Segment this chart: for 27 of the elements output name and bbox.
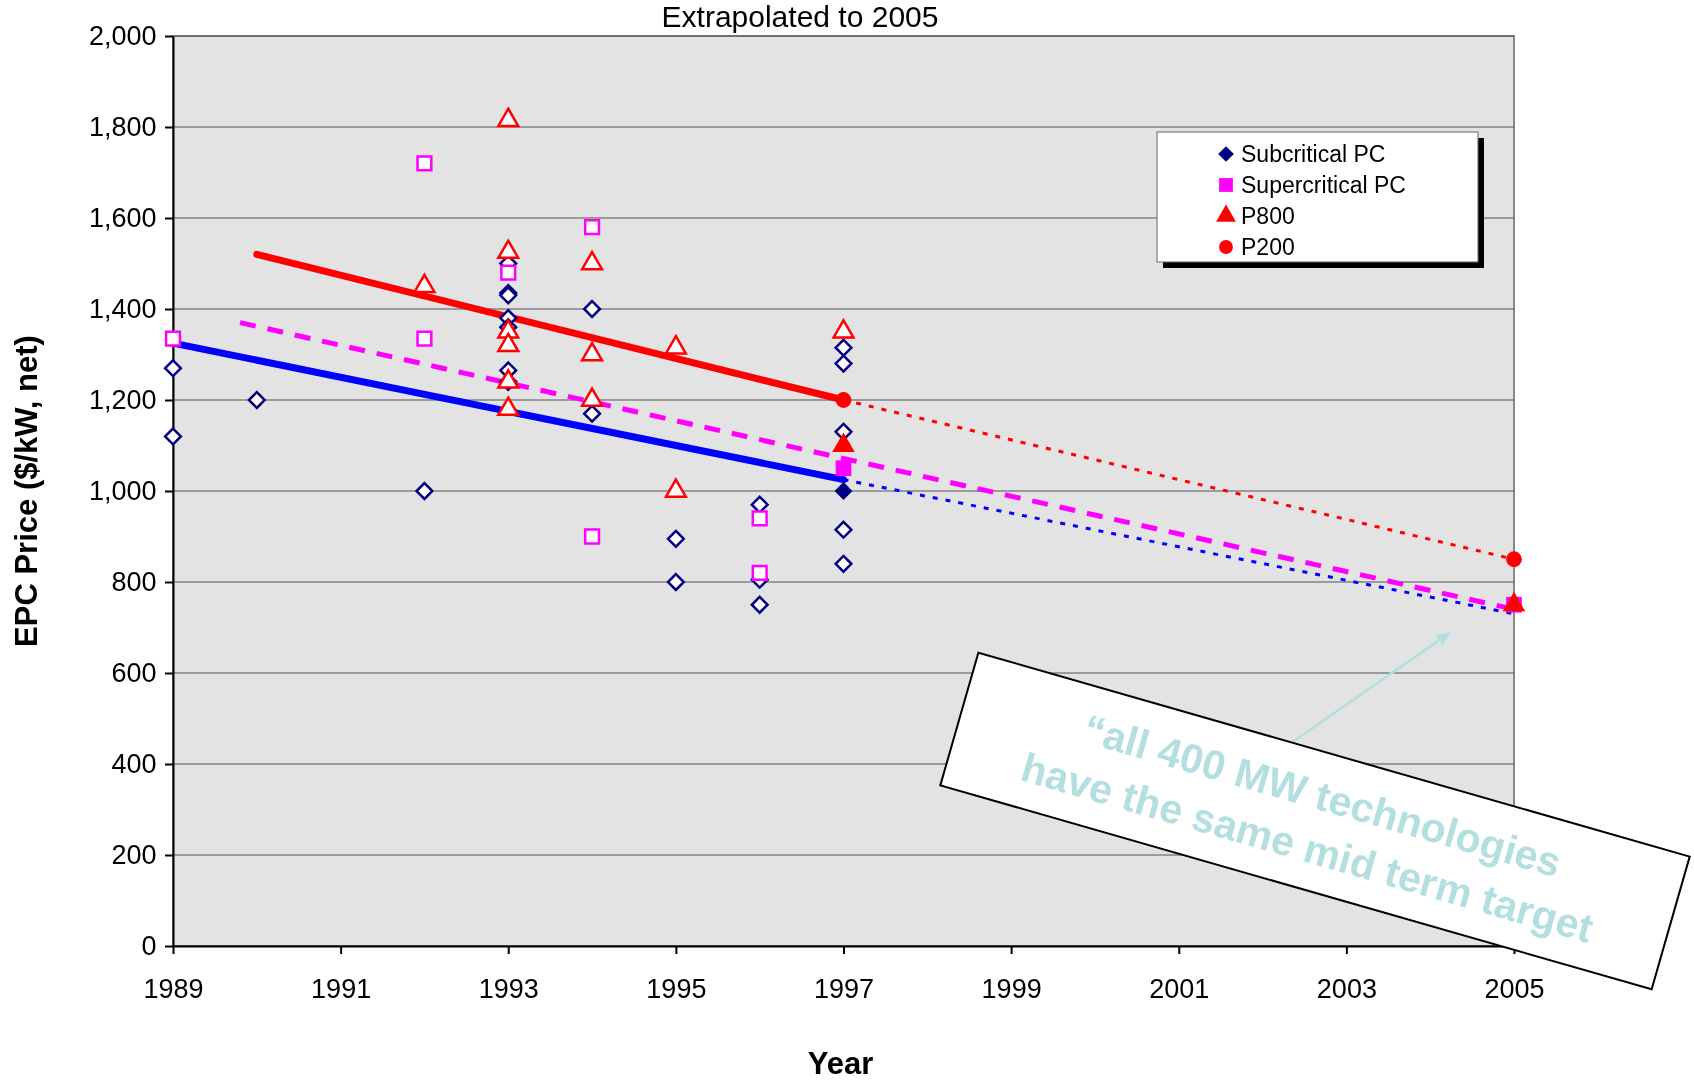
x-tick-label: 1995 xyxy=(646,973,707,1004)
x-tick-label: 1993 xyxy=(478,973,539,1004)
x-tick-label: 1997 xyxy=(813,973,875,1004)
x-tick-label: 1991 xyxy=(311,973,372,1004)
legend-label: P800 xyxy=(1241,203,1295,229)
x-tick-label: 2005 xyxy=(1484,973,1545,1004)
y-tick-label: 0 xyxy=(141,931,157,962)
y-tick-label: 800 xyxy=(111,567,157,598)
legend-label: Supercritical PC xyxy=(1241,172,1406,198)
y-tick-label: 1,400 xyxy=(89,294,157,325)
y-tick-label: 400 xyxy=(111,749,157,780)
y-axis-title: EPC Price ($/kW, net) xyxy=(9,335,44,647)
y-tick-label: 1,000 xyxy=(89,476,157,507)
y-tick-label: 1,200 xyxy=(89,385,157,416)
legend-label: Subcritical PC xyxy=(1241,141,1386,167)
legend-label: P200 xyxy=(1241,234,1295,260)
y-tick-label: 600 xyxy=(111,658,157,689)
x-axis-title: Year xyxy=(807,1046,874,1081)
y-tick-label: 2,000 xyxy=(89,21,157,52)
y-tick-label: 200 xyxy=(111,840,157,871)
x-tick-label: 2001 xyxy=(1149,973,1210,1004)
chart-title: Extrapolated to 2005 xyxy=(661,0,939,33)
x-tick-label: 1999 xyxy=(981,973,1042,1004)
y-tick-label: 1,800 xyxy=(89,112,157,143)
x-tick-label: 2003 xyxy=(1316,973,1377,1004)
y-tick-label: 1,600 xyxy=(89,203,157,234)
x-tick-label: 1989 xyxy=(143,973,204,1004)
